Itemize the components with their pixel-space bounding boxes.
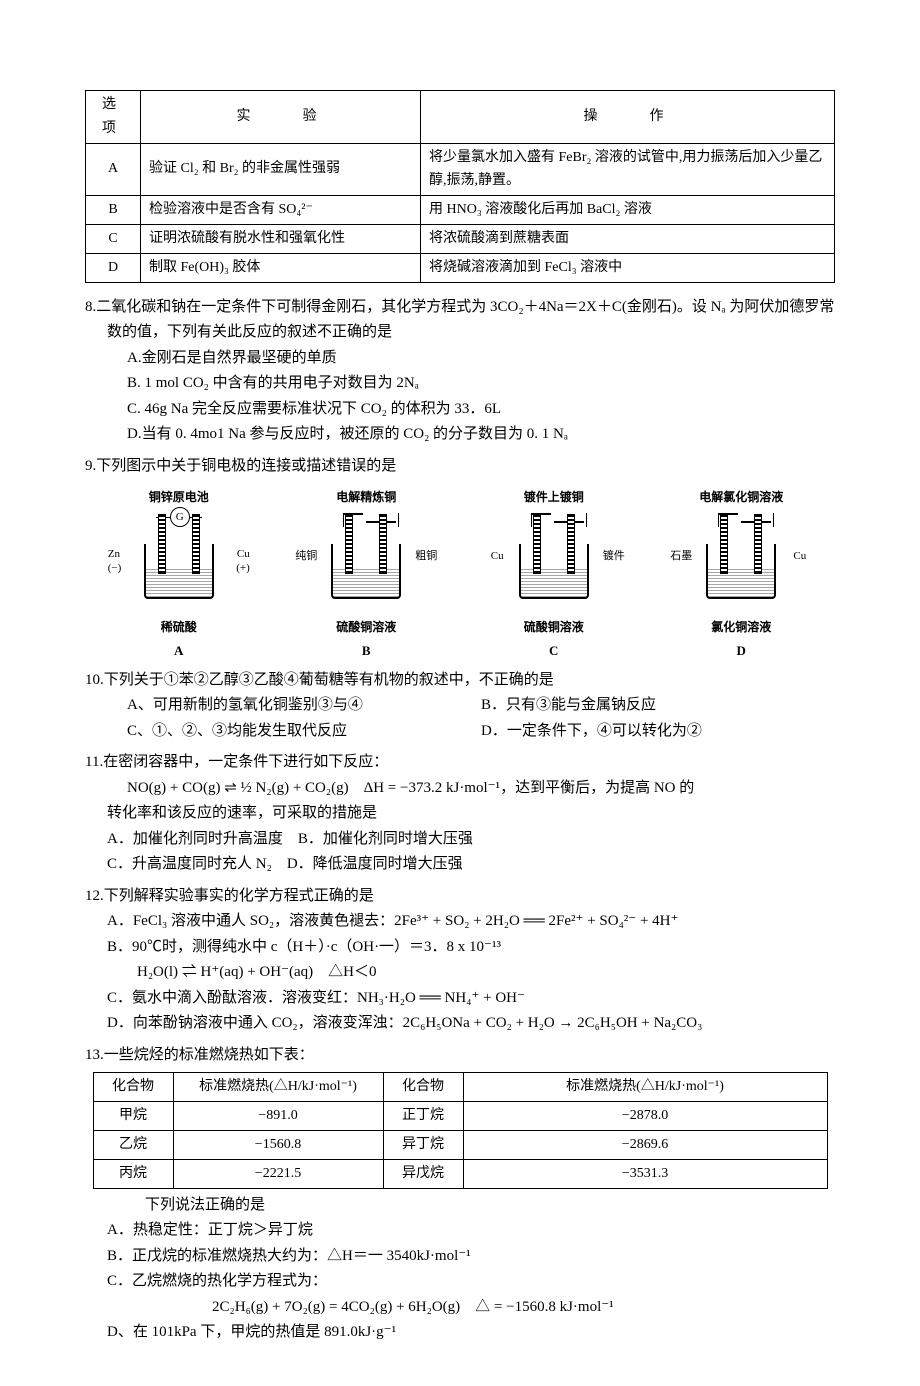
q12-opt-a: A．FeCl₃ 溶液中通人 SO₂，溶液黄色褪去：2Fe³⁺ + SO₂ + 2… — [107, 909, 835, 935]
q11-opts: A．加催化剂同时升高温度 B．加催化剂同时增大压强 C．升高温度同时充人 N₂ … — [85, 827, 835, 878]
q11-eq: NO(g) + CO(g) ⇌ ½ N₂(g) + CO₂(g) ΔH = −3… — [127, 776, 500, 802]
q8-opt-b: B. 1 mol CO₂ 中含有的共用电子对数目为 2Nₐ — [127, 371, 835, 397]
q13-head: 13.一些烷烃的标准燃烧热如下表： — [85, 1043, 835, 1069]
diag-c-cap: C — [469, 640, 639, 662]
lbl-graphite: 石墨 — [670, 547, 692, 566]
q11-tail: ，达到平衡后，为提高 NO 的 — [500, 776, 694, 802]
question-12: 12.下列解释实验事实的化学方程式正确的是 A．FeCl₃ 溶液中通人 SO₂，… — [85, 884, 835, 1037]
lbl-cu2: Cu — [491, 547, 504, 566]
table-row: C证明浓硫酸有脱水性和强氧化性将浓硫酸滴到蔗糖表面 — [86, 224, 835, 253]
lbl-pos: (+) — [236, 559, 250, 578]
q13-opt-a: A．热稳定性：正丁烷＞异丁烷 — [107, 1218, 835, 1244]
q11-opt-ab: A．加催化剂同时升高温度 B．加催化剂同时增大压强 — [107, 827, 835, 853]
q13-opt-b: B．正戊烷的标准燃烧热大约为：△H＝一 3540kJ·mol⁻¹ — [107, 1244, 835, 1270]
diagram-a: 铜锌原电池 G Zn (−) Cu (+) 稀硫酸 A — [94, 487, 264, 662]
table-row: 丙烷−2221.5异戊烷−3531.3 — [93, 1159, 827, 1188]
device-a: G Zn (−) Cu (+) — [94, 507, 264, 617]
table-row: 甲烷−891.0正丁烷−2878.0 — [93, 1102, 827, 1131]
question-10: 10.下列关于①苯②乙醇③乙酸④葡萄糖等有机物的叙述中，不正确的是 A、可用新制… — [85, 668, 835, 745]
q8-opts: A.金刚石是自然界最坚硬的单质 B. 1 mol CO₂ 中含有的共用电子对数目… — [85, 346, 835, 448]
th-exp: 实 验 — [141, 91, 421, 144]
q8-opt-c: C. 46g Na 完全反应需要标准状况下 CO₂ 的体积为 33．6L — [127, 397, 835, 423]
q8-head: 8.二氧化碳和钠在一定条件下可制得金刚石，其化学方程式为 3CO₂＋4Na＝2X… — [85, 295, 835, 346]
th-opt: 选项 — [86, 91, 141, 144]
diag-c-title: 镀件上镀铜 — [469, 487, 639, 507]
q12-opt-d: D．向苯酚钠溶液中通入 CO₂，溶液变浑浊：2C₆H₅ONa + CO₂ + H… — [107, 1011, 835, 1037]
th-oper: 操 作 — [421, 91, 835, 144]
question-11: 11.在密闭容器中，一定条件下进行如下反应： NO(g) + CO(g) ⇌ ½… — [85, 750, 835, 878]
t13-h1: 标准燃烧热(△H/kJ·mol⁻¹) — [173, 1073, 383, 1102]
lbl-cu3: Cu — [793, 547, 806, 566]
lbl-plated: 镀件 — [603, 547, 625, 566]
t13-h0: 化合物 — [93, 1073, 173, 1102]
table-row: A验证 Cl₂ 和 Br₂ 的非金属性强弱将少量氯水加入盛有 FeBr₂ 溶液的… — [86, 143, 835, 196]
diagram-d: 电解氯化铜溶液 石墨 Cu 氯化铜溶液 D — [656, 487, 826, 662]
q8-opt-d: D.当有 0. 4mo1 Na 参与反应时，被还原的 CO₂ 的分子数目为 0.… — [127, 422, 835, 448]
diagram-b: 电解精炼铜 纯铜 粗铜 硫酸铜溶液 B — [281, 487, 451, 662]
diag-a-title: 铜锌原电池 — [94, 487, 264, 507]
diag-b-title: 电解精炼铜 — [281, 487, 451, 507]
q12-opt-c: C．氨水中滴入酚酞溶液．溶液变红：NH₃·H₂O ══ NH₄⁺ + OH⁻ — [107, 986, 835, 1012]
diag-d-title: 电解氯化铜溶液 — [656, 487, 826, 507]
device-b: 纯铜 粗铜 — [281, 507, 451, 617]
q10-opts: A、可用新制的氢氧化铜鉴别③与④ B．只有③能与金属钠反应 C、①、②、③均能发… — [85, 693, 835, 744]
q9-head: 9.下列图示中关于铜电极的连接或描述错误的是 — [85, 454, 835, 480]
t13-h3: 标准燃烧热(△H/kJ·mol⁻¹) — [463, 1073, 827, 1102]
q12-opt-b2: H₂O(l) ⇌ H⁺(aq) + OH⁻(aq) △H＜0 — [107, 960, 835, 986]
lbl-pure: 纯铜 — [295, 547, 317, 566]
table-row: D制取 Fe(OH)₃ 胶体将烧碱溶液滴加到 FeCl₃ 溶液中 — [86, 253, 835, 282]
q11-head: 11.在密闭容器中，一定条件下进行如下反应： — [85, 750, 835, 776]
diag-d-sol: 氯化铜溶液 — [656, 617, 826, 637]
diag-b-cap: B — [281, 640, 451, 662]
question-8: 8.二氧化碳和钠在一定条件下可制得金刚石，其化学方程式为 3CO₂＋4Na＝2X… — [85, 295, 835, 448]
lbl-crude: 粗铜 — [415, 547, 437, 566]
q10-head: 10.下列关于①苯②乙醇③乙酸④葡萄糖等有机物的叙述中，不正确的是 — [85, 668, 835, 694]
q13-opt-c: C．乙烷燃烧的热化学方程式为： — [107, 1269, 835, 1295]
device-d: 石墨 Cu — [656, 507, 826, 617]
q10-opt-d: D．一定条件下，④可以转化为② — [481, 719, 835, 745]
q13-lead: 下列说法正确的是 — [85, 1193, 835, 1219]
q13-opt-d: D、在 101kPa 下，甲烷的热值是 891.0kJ·g⁻¹ — [107, 1320, 835, 1346]
diagram-c: 镀件上镀铜 Cu 镀件 硫酸铜溶液 C — [469, 487, 639, 662]
q10-opt-b: B．只有③能与金属钠反应 — [481, 693, 835, 719]
q12-head: 12.下列解释实验事实的化学方程式正确的是 — [85, 884, 835, 910]
t13-h2: 化合物 — [383, 1073, 463, 1102]
question-13: 13.一些烷烃的标准燃烧热如下表： 化合物 标准燃烧热(△H/kJ·mol⁻¹)… — [85, 1043, 835, 1346]
lbl-neg: (−) — [108, 559, 122, 578]
q8-opt-a: A.金刚石是自然界最坚硬的单质 — [127, 346, 835, 372]
q13-opts: A．热稳定性：正丁烷＞异丁烷 B．正戊烷的标准燃烧热大约为：△H＝一 3540k… — [85, 1218, 835, 1346]
q9-diagram-row: 铜锌原电池 G Zn (−) Cu (+) 稀硫酸 A 电解精炼铜 纯 — [85, 487, 835, 662]
q11-body2: 转化率和该反应的速率，可采取的措施是 — [85, 801, 835, 827]
table-row: B检验溶液中是否含有 SO₄²⁻用 HNO₃ 溶液酸化后再加 BaCl₂ 溶液 — [86, 196, 835, 225]
diag-a-sol: 稀硫酸 — [94, 617, 264, 637]
diag-c-sol: 硫酸铜溶液 — [469, 617, 639, 637]
diag-b-sol: 硫酸铜溶液 — [281, 617, 451, 637]
q12-opt-b: B．90℃时，测得纯水中 c（H＋）·c（OH·一）＝3．8 x 10⁻¹³ — [107, 935, 835, 961]
diag-d-cap: D — [656, 640, 826, 662]
q10-opt-a: A、可用新制的氢氧化铜鉴别③与④ — [127, 693, 481, 719]
q10-opt-c: C、①、②、③均能发生取代反应 — [127, 719, 481, 745]
q11-opt-cd: C．升高温度同时充人 N₂ D．降低温度同时增大压强 — [107, 852, 835, 878]
table-row: 乙烷−1560.8异丁烷−2869.6 — [93, 1131, 827, 1160]
galvanometer-icon: G — [170, 507, 190, 527]
q13-opt-c-eq: 2C₂H₆(g) + 7O₂(g) = 4CO₂(g) + 6H₂O(g) △ … — [107, 1295, 835, 1321]
table-q7: 选项 实 验 操 作 A验证 Cl₂ 和 Br₂ 的非金属性强弱将少量氯水加入盛… — [85, 90, 835, 283]
diag-a-cap: A — [94, 640, 264, 662]
device-c: Cu 镀件 — [469, 507, 639, 617]
q12-opts: A．FeCl₃ 溶液中通人 SO₂，溶液黄色褪去：2Fe³⁺ + SO₂ + 2… — [85, 909, 835, 1037]
table-q13: 化合物 标准燃烧热(△H/kJ·mol⁻¹) 化合物 标准燃烧热(△H/kJ·m… — [93, 1072, 828, 1188]
question-9: 9.下列图示中关于铜电极的连接或描述错误的是 铜锌原电池 G Zn (−) Cu… — [85, 454, 835, 662]
